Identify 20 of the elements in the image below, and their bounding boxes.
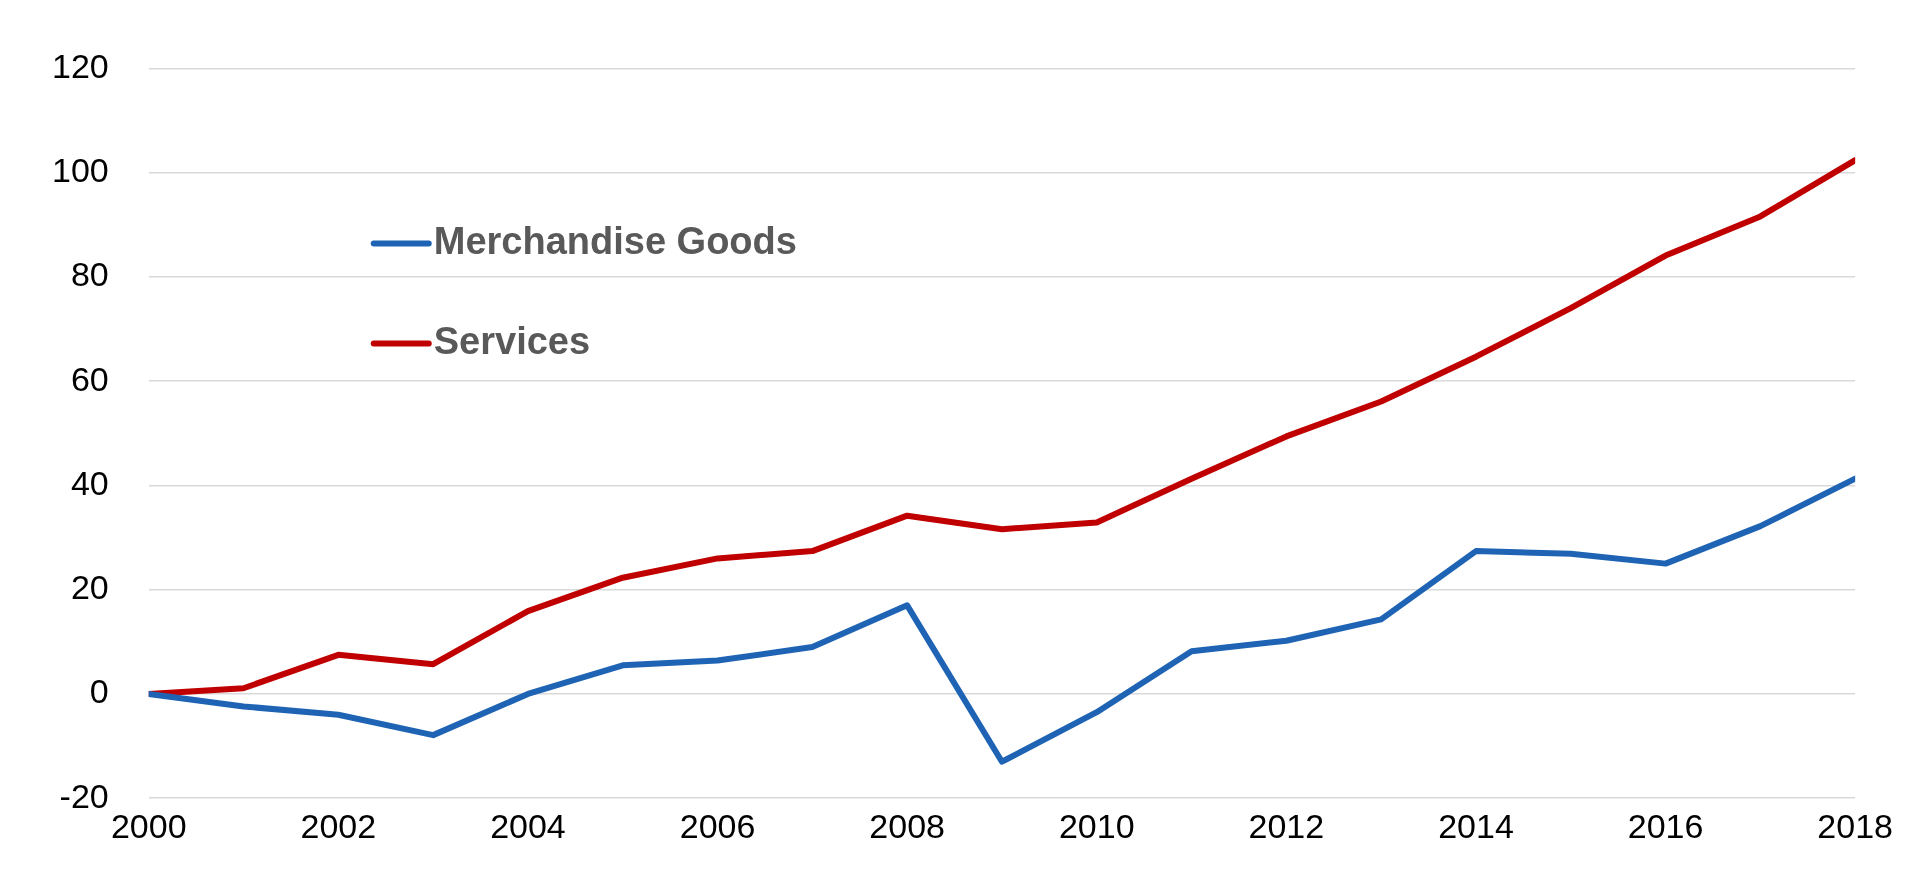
y-tick-label: 60 [70,359,109,398]
x-tick-label: 2010 [1058,806,1135,845]
x-tick-label: 2014 [1438,806,1514,845]
x-tick-label: 2004 [490,806,566,845]
y-tick-label: 80 [70,255,109,294]
x-tick-label: 2006 [679,806,756,845]
legend-label: Merchandise Goods [433,219,797,262]
x-tick-label: 2018 [1817,806,1893,845]
y-tick-label: 100 [51,151,109,190]
y-tick-label: -20 [59,776,109,815]
y-tick-label: 20 [70,568,109,607]
x-tick-label: 2012 [1248,806,1325,845]
x-tick-label: 2000 [110,806,187,845]
x-tick-label: 2016 [1627,806,1704,845]
y-tick-label: 0 [89,672,109,711]
legend-label: Services [433,319,591,362]
x-tick-label: 2002 [300,806,377,845]
y-tick-label: 40 [70,463,109,502]
x-tick-label: 2008 [869,806,945,845]
y-tick-label: 120 [51,46,109,85]
